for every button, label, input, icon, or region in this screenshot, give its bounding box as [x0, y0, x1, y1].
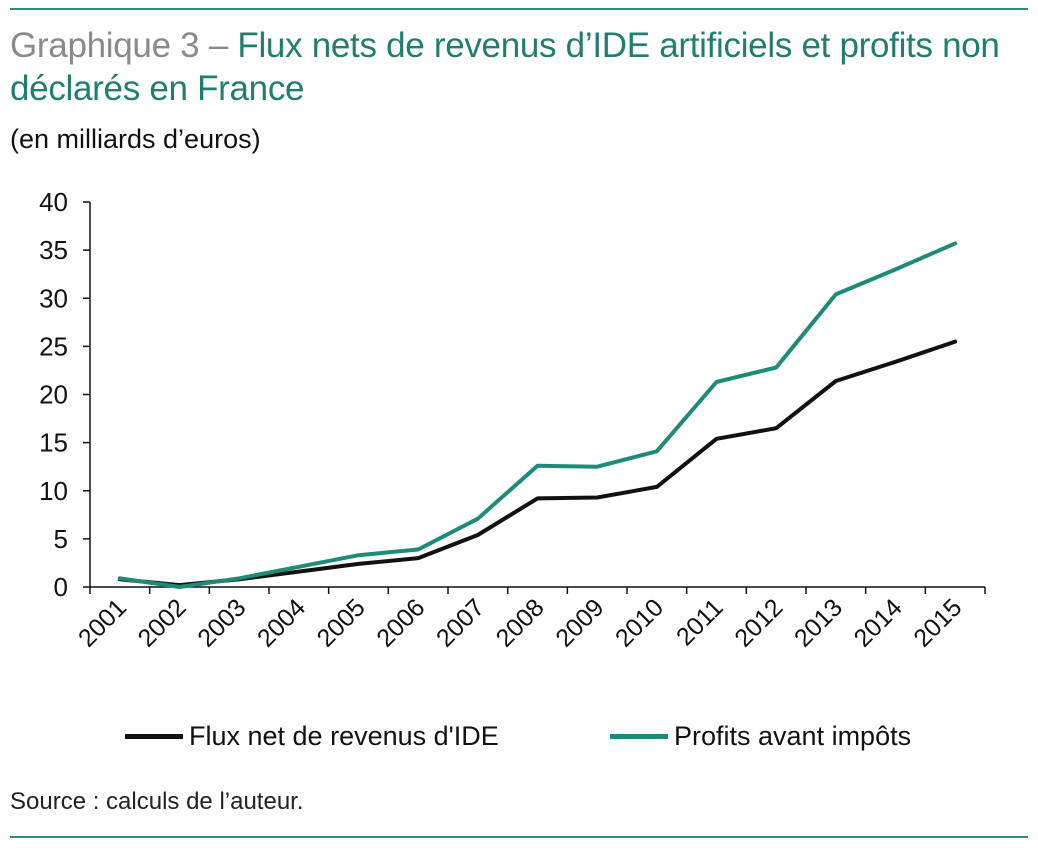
- x-tick-label: 2001: [73, 593, 132, 652]
- x-tick-label: 2013: [789, 593, 848, 652]
- y-tick-label: 30: [39, 283, 68, 313]
- chart-subtitle: (en milliards d’euros): [10, 124, 261, 154]
- x-tick-label: 2004: [252, 593, 311, 652]
- legend-label-flux: Flux net de revenus d'IDE: [189, 720, 499, 751]
- y-tick-label: 10: [39, 476, 68, 506]
- y-tick-label: 40: [39, 187, 68, 217]
- chart-title: Graphique 3 – Flux nets de revenus d’IDE…: [10, 24, 1020, 110]
- chart-title-prefix: Graphique 3 –: [10, 26, 238, 65]
- chart-title-main: Flux nets de revenus d’IDE artificiels e…: [10, 26, 1000, 108]
- x-tick-label: 2007: [431, 593, 490, 652]
- bottom-rule: [10, 836, 1028, 838]
- legend-swatch-flux: [125, 733, 183, 739]
- legend-label-profits: Profits avant impôts: [674, 720, 912, 751]
- x-tick-label: 2015: [908, 593, 967, 652]
- y-tick-label: 25: [39, 331, 68, 361]
- x-tick-label: 2009: [550, 593, 609, 652]
- y-tick-label: 35: [39, 235, 68, 265]
- chart-axes: [89, 202, 985, 588]
- top-rule: [10, 8, 1028, 10]
- x-tick-label: 2005: [312, 593, 371, 652]
- series-lines: [117, 241, 958, 589]
- legend-item-flux: Flux net de revenus d'IDE: [125, 718, 499, 754]
- x-tick-label: 2011: [671, 593, 729, 651]
- source-note: Source : calculs de l’auteur.: [10, 788, 304, 815]
- x-axis-ticks: 2001 2002 2003 2004 2005 2006 2007 2008 2009 2010…: [73, 587, 986, 653]
- x-tick-label: 2006: [371, 593, 430, 652]
- x-tick-label: 2014: [849, 593, 908, 652]
- legend-swatch-profits: [610, 733, 668, 739]
- x-tick-label: 2012: [729, 593, 788, 652]
- y-tick-label: 15: [39, 428, 68, 458]
- x-tick-label: 2010: [610, 593, 669, 652]
- y-tick-label: 0: [54, 572, 68, 602]
- x-tick-label: 2002: [133, 593, 192, 652]
- chart-legend: Flux net de revenus d'IDE Profits avant …: [0, 718, 1038, 754]
- series-line-flux: [117, 339, 958, 588]
- y-tick-label: 20: [39, 380, 68, 410]
- y-axis-ticks: 0 5 10 15 20 25 30 35 40: [39, 187, 90, 602]
- x-tick-label: 2008: [491, 593, 550, 652]
- x-tick-label: 2003: [192, 593, 251, 652]
- y-tick-label: 5: [54, 524, 68, 554]
- legend-item-profits: Profits avant impôts: [610, 718, 911, 754]
- series-line-profits: [117, 241, 958, 589]
